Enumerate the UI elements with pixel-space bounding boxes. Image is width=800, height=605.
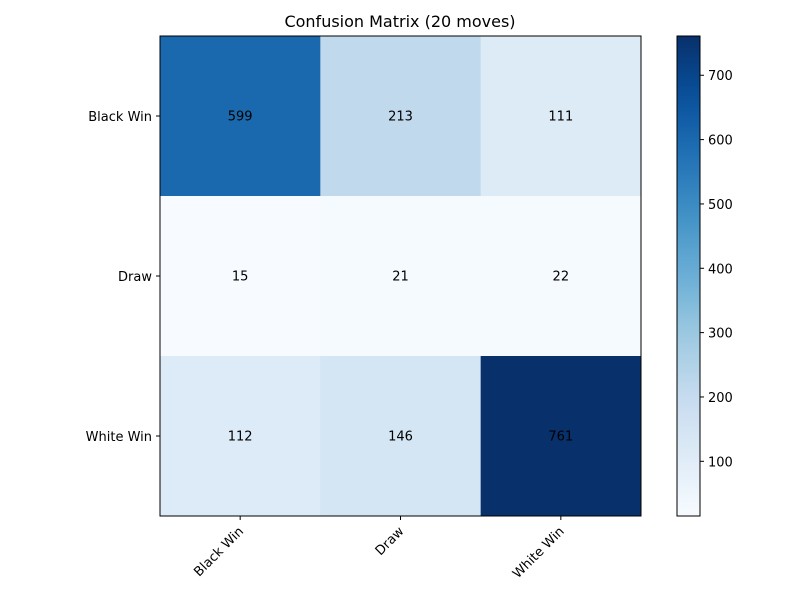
heatmap-cell-r1-c0 bbox=[160, 196, 321, 357]
colorbar-tick-label: 300 bbox=[708, 327, 733, 342]
cell-value-label: 146 bbox=[388, 430, 413, 445]
colorbar-gradient bbox=[677, 36, 700, 516]
cell-value-label: 112 bbox=[228, 430, 253, 445]
cell-value-label: 111 bbox=[548, 110, 573, 125]
y-axis: Black Win Draw White Win bbox=[86, 110, 160, 445]
heatmap-cell-r0-c1 bbox=[320, 36, 482, 197]
heatmap-cells bbox=[160, 36, 642, 517]
colorbar-tick-label: 200 bbox=[708, 391, 733, 406]
colorbar-tick-label: 700 bbox=[708, 69, 733, 84]
y-tick-label: Draw bbox=[118, 270, 152, 285]
cell-value-label: 599 bbox=[228, 110, 253, 125]
x-tick-label: Draw bbox=[373, 524, 408, 559]
chart-title: Confusion Matrix (20 moves) bbox=[284, 12, 515, 31]
heatmap-cell-r0-c0 bbox=[160, 36, 321, 197]
heatmap-cell-labels: 599 213 111 15 21 22 112 146 761 bbox=[228, 110, 573, 445]
x-tick-label: White Win bbox=[510, 524, 568, 582]
cell-value-label: 22 bbox=[553, 270, 570, 285]
cell-value-label: 761 bbox=[548, 430, 573, 445]
heatmap-cell-r0-c2 bbox=[480, 36, 642, 197]
heatmap-cell-r2-c2 bbox=[480, 356, 642, 517]
colorbar-tick-label: 100 bbox=[708, 455, 733, 470]
cell-value-label: 15 bbox=[232, 270, 249, 285]
colorbar-tick-label: 400 bbox=[708, 262, 733, 277]
colorbar-tick-label: 500 bbox=[708, 198, 733, 213]
cell-value-label: 21 bbox=[392, 270, 409, 285]
y-tick-label: Black Win bbox=[88, 110, 152, 125]
heatmap-cell-r1-c2 bbox=[480, 196, 642, 357]
cell-value-label: 213 bbox=[388, 110, 413, 125]
colorbar: 100 200 300 400 500 600 700 bbox=[676, 35, 733, 517]
heatmap-cell-r2-c0 bbox=[160, 356, 321, 517]
heatmap-cell-r2-c1 bbox=[320, 356, 482, 517]
y-tick-label: White Win bbox=[86, 430, 152, 445]
colorbar-tick-label: 600 bbox=[708, 134, 733, 149]
colorbar-frame bbox=[676, 35, 701, 517]
x-axis: Black Win Draw White Win bbox=[191, 516, 568, 582]
x-tick-label: Black Win bbox=[191, 524, 247, 580]
heatmap-cell-r1-c1 bbox=[320, 196, 482, 357]
